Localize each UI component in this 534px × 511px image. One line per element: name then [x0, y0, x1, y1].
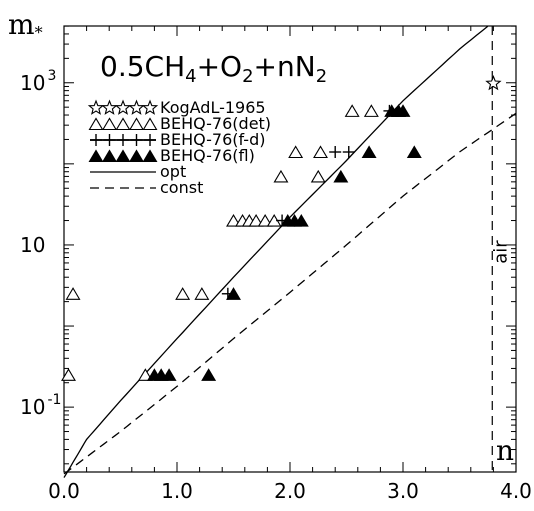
marker-triangle-open — [344, 104, 360, 117]
air-label: air — [490, 240, 511, 264]
legend-marker — [102, 117, 117, 131]
marker-triangle-open — [65, 287, 81, 300]
y-tick-labels: 10 -1 10 10 3 — [20, 68, 61, 419]
curve-const — [63, 112, 517, 475]
marker-star — [485, 75, 502, 91]
curve-opt — [63, 25, 489, 478]
legend-marker — [101, 99, 118, 115]
marker-triangle-filled — [361, 145, 377, 159]
marker-plus — [329, 146, 342, 159]
x-axis-label: n — [496, 434, 514, 467]
legend-label: BEHQ-76(fl) — [160, 146, 255, 165]
legend-marker — [88, 149, 104, 163]
legend-marker — [142, 117, 158, 131]
marker-triangle-open — [313, 145, 328, 159]
legend-label: BEHQ-76(f-d) — [160, 130, 265, 149]
marker-triangle-filled — [333, 169, 349, 183]
marker-triangle-filled — [226, 287, 241, 300]
x-tick-label: 3.0 — [387, 479, 419, 503]
x-tick-label: 1.0 — [161, 479, 193, 503]
legend-item: BEHQ-76(det) — [88, 114, 271, 133]
legend-marker — [88, 117, 104, 131]
data-markers — [61, 75, 502, 381]
y-tick-label: 10 3 — [20, 68, 56, 95]
legend-marker — [129, 149, 144, 163]
marker-triangle-open — [175, 287, 191, 300]
curves — [63, 25, 517, 478]
marker-triangle-filled — [161, 368, 177, 381]
legend-label: BEHQ-76(det) — [160, 114, 271, 133]
marker-triangle-filled — [293, 213, 309, 227]
x-tick-label: 0.0 — [48, 479, 80, 503]
x-tick-labels: 0.0 1.0 2.0 3.0 4.0 — [48, 479, 532, 503]
axis-ticks — [63, 25, 517, 472]
marker-triangle-open — [194, 287, 210, 300]
legend-marker — [114, 99, 132, 115]
legend-marker — [115, 117, 131, 131]
legend-marker — [144, 134, 156, 146]
legend-marker — [129, 117, 144, 131]
y-axis-label: m* — [8, 8, 43, 42]
x-tick-label: 4.0 — [500, 479, 532, 503]
legend-item: const — [90, 178, 203, 197]
legend-label: opt — [160, 162, 186, 181]
marker-triangle-filled — [406, 145, 422, 159]
legend: KogAdL-1965BEHQ-76(det)BEHQ-76(f-d)BEHQ-… — [87, 98, 271, 197]
legend-label: const — [160, 178, 203, 197]
marker-triangle-open — [310, 169, 326, 183]
legend-marker — [87, 99, 105, 115]
marker-triangle-open — [248, 213, 264, 227]
y-tick-label: 10 -1 — [20, 392, 61, 419]
marker-triangle-open — [137, 368, 153, 381]
marker-triangle-filled — [201, 368, 217, 381]
marker-plus — [342, 146, 355, 159]
marker-triangle-open — [273, 169, 289, 183]
legend-marker — [102, 149, 117, 163]
x-tick-label: 2.0 — [274, 479, 306, 503]
legend-item: BEHQ-76(fl) — [88, 146, 255, 165]
legend-label: KogAdL-1965 — [160, 98, 266, 117]
legend-marker — [128, 99, 145, 115]
plot-frame — [63, 25, 517, 473]
chart-title: 0.5CH4+O2+nN2 — [100, 50, 327, 87]
legend-item: KogAdL-1965 — [87, 98, 266, 117]
marker-triangle-open — [61, 368, 76, 381]
marker-triangle-open — [226, 213, 241, 227]
legend-marker — [115, 149, 131, 163]
marker-triangle-open — [363, 104, 379, 117]
marker-triangle-open — [288, 145, 304, 159]
legend-marker — [141, 99, 159, 115]
y-tick-label: 10 — [20, 233, 45, 257]
legend-item: BEHQ-76(f-d) — [90, 130, 265, 149]
legend-item: opt — [90, 162, 186, 181]
marker-triangle-filled — [395, 104, 411, 117]
legend-marker — [142, 149, 158, 163]
air-line: air — [490, 26, 511, 472]
marker-triangle-open — [257, 213, 273, 227]
